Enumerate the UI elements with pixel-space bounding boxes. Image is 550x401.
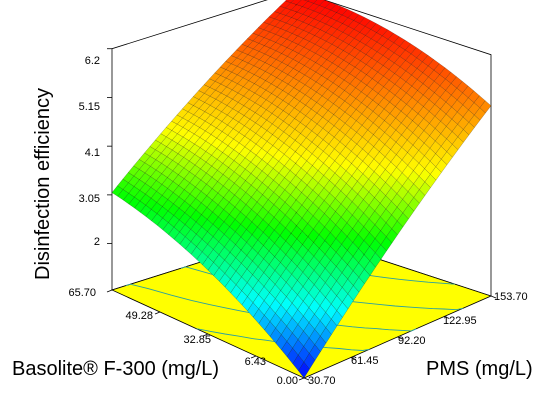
z-tick-label: 2 — [94, 236, 100, 248]
x-tick-mark — [202, 333, 209, 337]
x-tick-label: 49.28 — [125, 310, 153, 322]
z-axis-title: Disinfection efficiency — [32, 88, 54, 280]
x-tick-label: 65.70 — [68, 287, 96, 299]
surface-facet — [298, 361, 310, 379]
axis-ticks — [106, 48, 497, 381]
y-tick-label: 61.45 — [351, 355, 379, 367]
x-tick-mark — [106, 289, 113, 293]
z-tick-label: 3.05 — [79, 193, 100, 205]
y-tick-label: 153.70 — [494, 291, 528, 303]
y-tick-label: 122.95 — [443, 315, 477, 327]
x-tick-label: 6.43 — [245, 356, 266, 368]
y-tick-mark — [444, 316, 450, 319]
response-surface — [111, 0, 492, 379]
z-tick-label: 5.15 — [79, 101, 100, 113]
x-axis-title: Basolite® F-300 (mg/L) — [12, 358, 219, 380]
x-tick-mark — [250, 355, 257, 359]
y-tick-mark — [303, 377, 310, 381]
x-tick-mark — [154, 311, 161, 315]
y-tick-mark — [350, 357, 356, 360]
x-tick-label: 32.85 — [183, 334, 211, 346]
y-tick-mark — [490, 295, 497, 299]
x-tick-label: 0.00 — [277, 375, 298, 387]
y-tick-mark — [397, 336, 403, 340]
y-tick-label: 92.20 — [398, 335, 426, 347]
z-tick-label: 6.2 — [85, 55, 100, 67]
y-axis-title: PMS (mg/L) — [426, 358, 533, 380]
x-tick-mark — [298, 377, 305, 381]
y-tick-label: 30.70 — [308, 375, 336, 387]
z-tick-label: 4.1 — [85, 147, 100, 159]
